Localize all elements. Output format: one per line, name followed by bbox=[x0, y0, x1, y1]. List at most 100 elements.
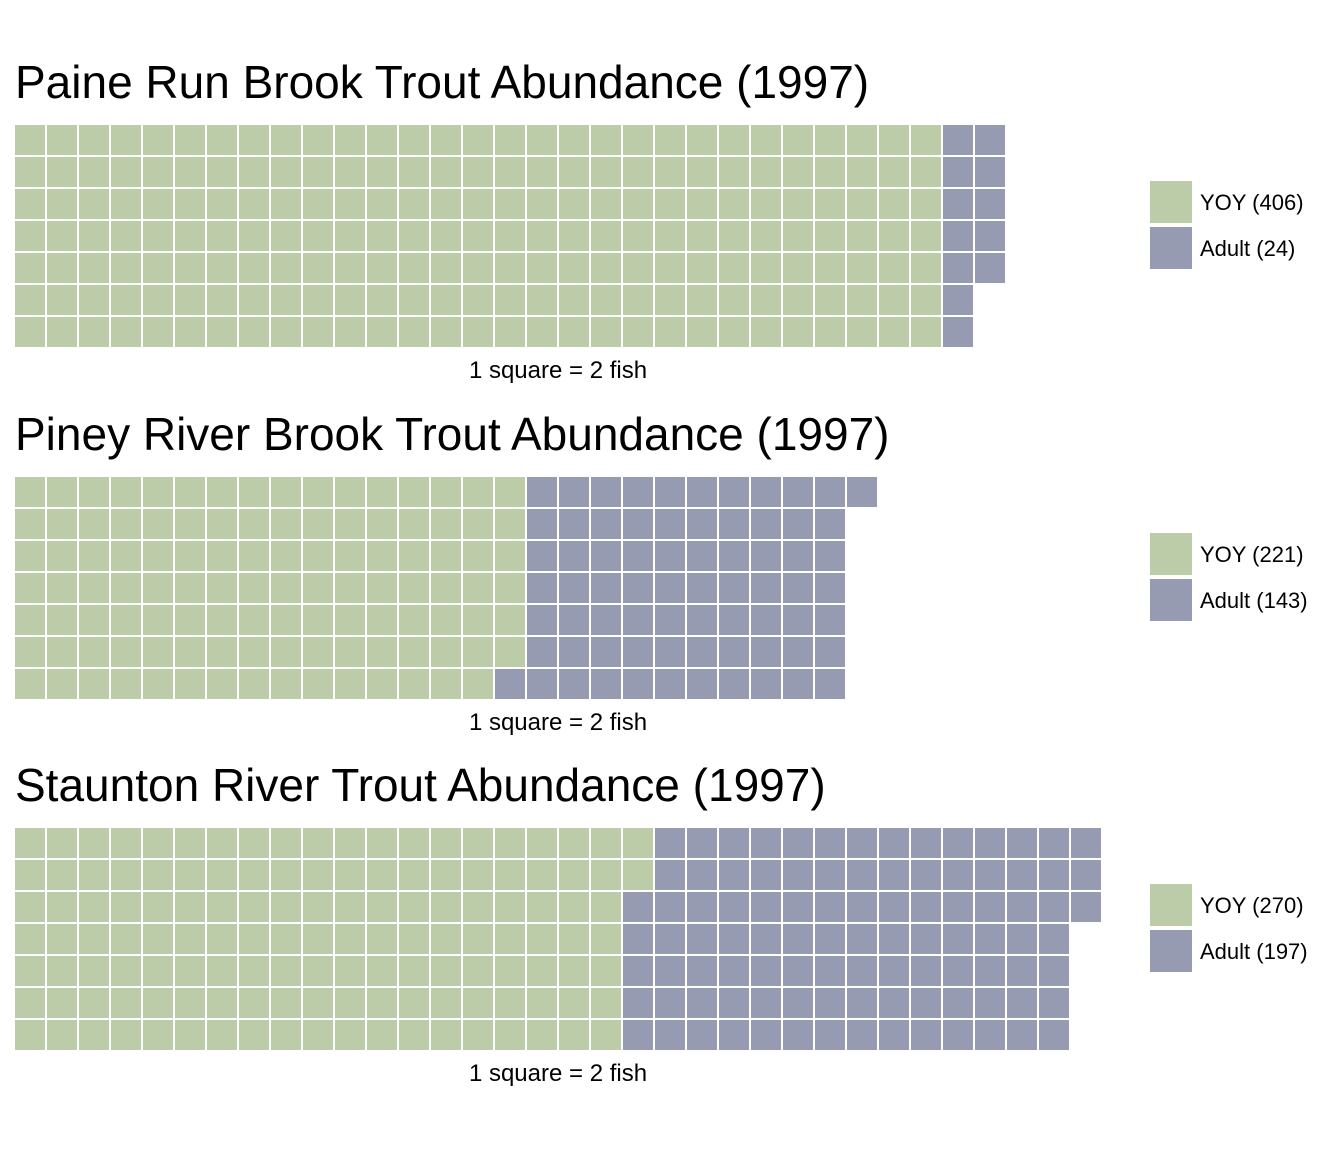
waffle-square-adult bbox=[687, 605, 717, 635]
waffle-square-yoy bbox=[47, 125, 77, 155]
waffle-square-yoy bbox=[783, 189, 813, 219]
waffle-square-yoy bbox=[367, 605, 397, 635]
waffle-square-adult bbox=[943, 924, 973, 954]
waffle-square-yoy bbox=[207, 1020, 237, 1050]
waffle-square-yoy bbox=[15, 125, 45, 155]
waffle-square-adult bbox=[1039, 860, 1069, 890]
waffle-square-yoy bbox=[719, 221, 749, 251]
waffle-square-yoy bbox=[527, 189, 557, 219]
waffle-square-adult bbox=[719, 637, 749, 667]
waffle-square-adult bbox=[815, 477, 845, 507]
waffle-square-yoy bbox=[463, 477, 493, 507]
waffle-square-yoy bbox=[623, 157, 653, 187]
waffle-square-adult bbox=[559, 509, 589, 539]
waffle-square-adult bbox=[879, 828, 909, 858]
waffle-square-yoy bbox=[495, 125, 525, 155]
waffle-square-yoy bbox=[687, 317, 717, 347]
waffle-square-yoy bbox=[495, 285, 525, 315]
waffle-square-yoy bbox=[111, 1020, 141, 1050]
waffle-square-yoy bbox=[79, 828, 109, 858]
waffle-square-yoy bbox=[463, 637, 493, 667]
waffle-square-adult bbox=[975, 189, 1005, 219]
waffle-square-yoy bbox=[527, 1020, 557, 1050]
waffle-square-yoy bbox=[47, 317, 77, 347]
waffle-square-adult bbox=[1039, 988, 1069, 1018]
waffle-square-yoy bbox=[303, 860, 333, 890]
waffle-square-adult bbox=[943, 828, 973, 858]
waffle-square-yoy bbox=[47, 573, 77, 603]
waffle-square-yoy bbox=[175, 956, 205, 986]
waffle-square-adult bbox=[687, 828, 717, 858]
waffle-square-yoy bbox=[15, 189, 45, 219]
waffle-square-yoy bbox=[175, 285, 205, 315]
waffle-square-yoy bbox=[495, 573, 525, 603]
waffle-square-adult bbox=[783, 828, 813, 858]
waffle-square-adult bbox=[655, 669, 685, 699]
waffle-square-yoy bbox=[719, 189, 749, 219]
waffle-square-adult bbox=[911, 860, 941, 890]
waffle-square-yoy bbox=[495, 477, 525, 507]
waffle-square-yoy bbox=[367, 637, 397, 667]
waffle-square-yoy bbox=[687, 253, 717, 283]
waffle-square-yoy bbox=[495, 828, 525, 858]
waffle-square-yoy bbox=[687, 125, 717, 155]
waffle-square-yoy bbox=[847, 317, 877, 347]
chart-caption: 1 square = 2 fish bbox=[468, 357, 648, 384]
waffle-square-yoy bbox=[271, 605, 301, 635]
waffle-square-yoy bbox=[47, 1020, 77, 1050]
waffle-square-yoy bbox=[591, 285, 621, 315]
waffle-square-yoy bbox=[143, 509, 173, 539]
waffle-square-yoy bbox=[495, 221, 525, 251]
waffle-square-adult bbox=[783, 1020, 813, 1050]
waffle-square-adult bbox=[783, 605, 813, 635]
waffle-square-yoy bbox=[143, 924, 173, 954]
waffle-square-yoy bbox=[303, 956, 333, 986]
waffle-square-yoy bbox=[559, 828, 589, 858]
waffle-square-yoy bbox=[111, 605, 141, 635]
waffle-square-adult bbox=[1071, 892, 1101, 922]
waffle-square-yoy bbox=[271, 1020, 301, 1050]
waffle-square-adult bbox=[847, 956, 877, 986]
waffle-square-adult bbox=[783, 860, 813, 890]
waffle-square-adult bbox=[975, 924, 1005, 954]
waffle-square-yoy bbox=[783, 317, 813, 347]
waffle-square-yoy bbox=[175, 1020, 205, 1050]
waffle-square-yoy bbox=[271, 541, 301, 571]
waffle-square-yoy bbox=[399, 189, 429, 219]
waffle-square-yoy bbox=[527, 828, 557, 858]
waffle-square-yoy bbox=[431, 189, 461, 219]
waffle-square-yoy bbox=[239, 125, 269, 155]
waffle-square-adult bbox=[655, 892, 685, 922]
waffle-square-adult bbox=[655, 637, 685, 667]
waffle-square-yoy bbox=[47, 892, 77, 922]
waffle-square-yoy bbox=[303, 477, 333, 507]
waffle-square-yoy bbox=[367, 1020, 397, 1050]
waffle-square-yoy bbox=[335, 860, 365, 890]
waffle-square-yoy bbox=[15, 860, 45, 890]
waffle-square-adult bbox=[655, 605, 685, 635]
waffle-square-yoy bbox=[15, 157, 45, 187]
waffle-square-yoy bbox=[207, 860, 237, 890]
waffle-square-yoy bbox=[239, 285, 269, 315]
waffle-square-yoy bbox=[303, 285, 333, 315]
waffle-square-yoy bbox=[463, 828, 493, 858]
waffle-square-adult bbox=[623, 509, 653, 539]
waffle-square-adult bbox=[943, 317, 973, 347]
waffle-square-adult bbox=[751, 573, 781, 603]
waffle-square-yoy bbox=[399, 285, 429, 315]
waffle-square-yoy bbox=[239, 253, 269, 283]
waffle-square-yoy bbox=[431, 892, 461, 922]
waffle-square-yoy bbox=[79, 125, 109, 155]
waffle-square-yoy bbox=[815, 253, 845, 283]
waffle-square-adult bbox=[623, 541, 653, 571]
waffle-square-yoy bbox=[655, 125, 685, 155]
waffle-square-yoy bbox=[815, 157, 845, 187]
waffle-square-adult bbox=[559, 477, 589, 507]
waffle-square-yoy bbox=[495, 988, 525, 1018]
waffle-square-yoy bbox=[207, 605, 237, 635]
waffle-square-yoy bbox=[463, 285, 493, 315]
waffle-square-yoy bbox=[431, 253, 461, 283]
waffle-square-yoy bbox=[175, 189, 205, 219]
waffle-square-yoy bbox=[143, 253, 173, 283]
waffle-square-adult bbox=[911, 924, 941, 954]
